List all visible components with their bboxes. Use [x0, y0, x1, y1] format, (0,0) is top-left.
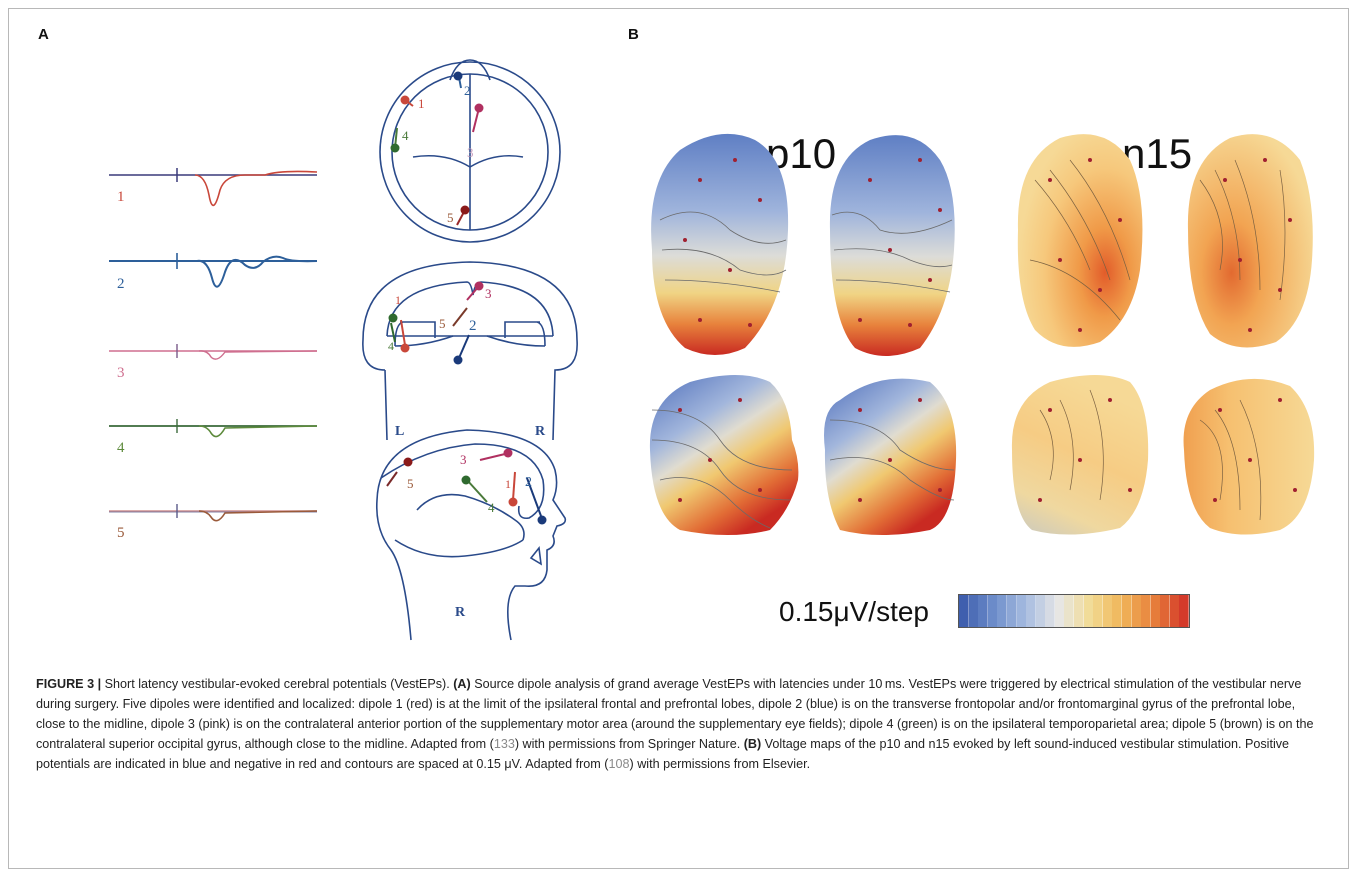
trace-label-1: 1: [117, 189, 125, 205]
top-dipole-label-1: 1: [418, 96, 425, 111]
lateral-dipole-label-4: 4: [488, 500, 495, 515]
colorbar-segment: [1121, 595, 1132, 627]
caption-b-tail: ) with permissions from Elsevier.: [629, 757, 811, 771]
map-p10-top-left: [651, 133, 789, 355]
colorbar-segment: [1064, 595, 1075, 627]
caption-a-text: Source dipole analysis of grand average …: [36, 677, 1314, 751]
colorbar-segment: [987, 595, 998, 627]
colorbar-segment: [1160, 595, 1171, 627]
colorbar-segment: [997, 595, 1008, 627]
figure-frame: [8, 8, 1349, 869]
lateral-view-dipoles: 5 3 4 1 2 R: [386, 448, 547, 620]
colorbar: [958, 594, 1190, 628]
lateral-dipole-label-3: 3: [460, 452, 467, 467]
trace-label-5: 5: [117, 525, 125, 541]
map-title-n15: n15: [1122, 130, 1193, 177]
colorbar-segment: [1131, 595, 1142, 627]
map-p10-top-right: [829, 135, 955, 356]
back-dipole-label-4: 4: [388, 339, 394, 353]
colorbar-segment: [1016, 595, 1027, 627]
colorbar-segment: [1179, 595, 1190, 627]
panel-a-letter: A: [38, 26, 49, 43]
trace-label-2: 2: [117, 276, 125, 292]
trace-5: 5: [109, 504, 318, 541]
top-view-dipoles: 2 1 3 4 5: [390, 71, 484, 226]
panel-b-graphic: [649, 133, 1315, 535]
head-right-label: R: [535, 424, 546, 439]
caption-figure-label: FIGURE 3 |: [36, 677, 102, 691]
colorbar-segment: [978, 595, 989, 627]
map-n15-top-right: [1187, 134, 1313, 348]
colorbar-segment: [1074, 595, 1085, 627]
head-back-view: [362, 261, 578, 441]
caption-ref-133[interactable]: 133: [493, 737, 515, 751]
colorbar-segment: [1045, 595, 1056, 627]
colorbar-segment: [1150, 595, 1161, 627]
trace-3: 3: [109, 344, 318, 381]
back-dipole-label-5: 5: [439, 316, 446, 331]
panel-a-graphic: 1 2 3 4 5: [109, 59, 578, 641]
back-dipole-label-2: 2: [469, 318, 477, 334]
map-n15-bottom-left: [1011, 375, 1149, 535]
map-n15-bottom-right: [1183, 378, 1315, 535]
head-left-label: L: [395, 424, 404, 439]
top-dipole-label-2: 2: [464, 83, 471, 98]
back-dipole-label-3: 3: [485, 286, 492, 301]
caption-a-tail: ) with permissions from Springer Nature.: [514, 737, 744, 751]
colorbar-segment: [1006, 595, 1017, 627]
back-view-dipoles: 1 4 3 5 2 L R: [388, 281, 546, 439]
colorbar-segment: [959, 595, 970, 627]
colorbar-segment: [968, 595, 979, 627]
colorbar-segment: [1054, 595, 1065, 627]
scale-label: 0.15μV/step: [779, 596, 930, 627]
caption-intro: Short latency vestibular-evoked cerebral…: [101, 677, 454, 691]
map-p10-bottom-right: [824, 378, 957, 535]
lateral-dipole-label-1: 1: [505, 477, 511, 491]
top-dipole-label-4: 4: [402, 128, 409, 143]
head-lateral-view: [375, 429, 567, 641]
waveform-traces: 1 2 3 4 5: [109, 168, 318, 541]
colorbar-segment: [1141, 595, 1152, 627]
colorbar-segment: [1083, 595, 1094, 627]
colorbar-segment: [1093, 595, 1104, 627]
caption-a-label: (A): [453, 677, 471, 691]
back-dipole-label-1: 1: [395, 293, 401, 307]
trace-label-3: 3: [117, 365, 125, 381]
colorbar-segment: [1026, 595, 1037, 627]
trace-4: 4: [109, 419, 318, 456]
top-dipole-label-3: 3: [467, 145, 474, 160]
colorbar-segment: [1102, 595, 1113, 627]
top-dipole-label-5: 5: [447, 210, 454, 225]
head-top-view: [379, 59, 561, 243]
caption-b-label: (B): [743, 737, 762, 751]
head-lateral-label: R: [455, 605, 466, 620]
figure-caption: FIGURE 3 | Short latency vestibular-evok…: [36, 674, 1326, 774]
trace-2: 2: [109, 253, 318, 292]
electrode-dots: [678, 158, 1297, 502]
colorbar-segment: [1035, 595, 1046, 627]
panel-b-letter: B: [628, 26, 639, 43]
trace-1: 1: [109, 168, 318, 207]
colorbar-segment: [1169, 595, 1180, 627]
lateral-dipole-label-2: 2: [525, 475, 532, 490]
colorbar-segment: [1112, 595, 1123, 627]
map-n15-top-left: [1017, 134, 1143, 347]
trace-label-4: 4: [117, 440, 125, 456]
lateral-dipole-label-5: 5: [407, 476, 414, 491]
caption-ref-108[interactable]: 108: [608, 757, 630, 771]
caption-b-text: Voltage maps of the p10 and n15 evoked b…: [36, 737, 1290, 771]
map-p10-bottom-left: [649, 375, 799, 535]
